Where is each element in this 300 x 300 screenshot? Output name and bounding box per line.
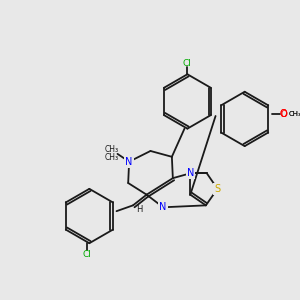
- Text: CH₃: CH₃: [289, 111, 300, 117]
- Text: O: O: [280, 109, 287, 119]
- Text: N: N: [125, 157, 133, 167]
- Text: N: N: [159, 202, 167, 212]
- Text: O: O: [280, 110, 287, 118]
- Text: CH₃: CH₃: [105, 153, 119, 162]
- Text: Cl: Cl: [183, 59, 192, 68]
- Text: CH₃: CH₃: [105, 146, 119, 154]
- Text: Cl: Cl: [83, 250, 92, 260]
- Text: O: O: [280, 109, 287, 119]
- Text: S: S: [214, 184, 220, 194]
- Text: CH₃: CH₃: [289, 111, 300, 117]
- Text: N: N: [187, 168, 194, 178]
- Text: H: H: [136, 205, 142, 214]
